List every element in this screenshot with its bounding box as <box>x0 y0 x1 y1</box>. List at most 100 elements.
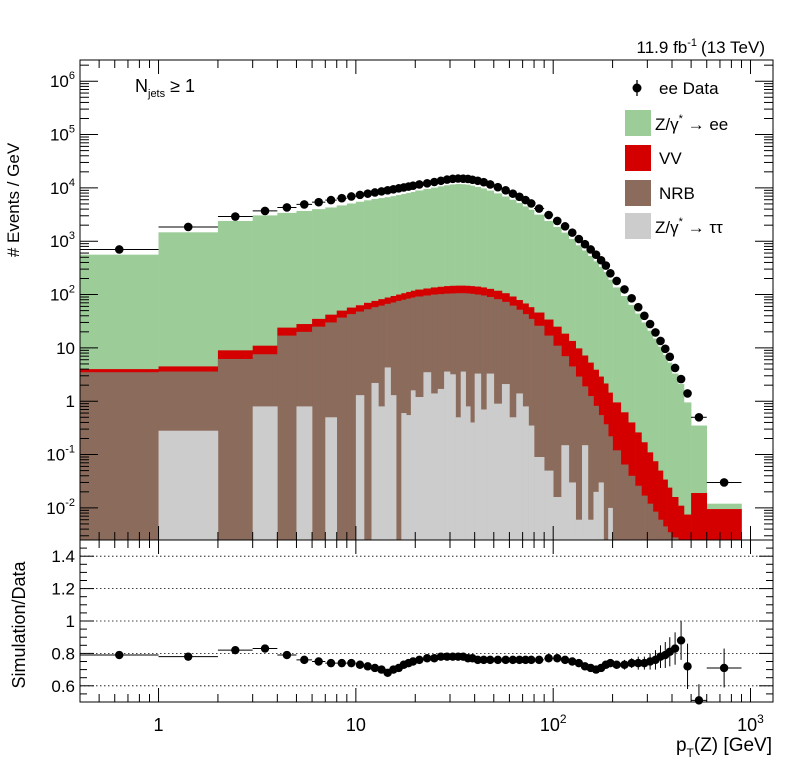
data-marker <box>656 336 665 346</box>
hist-bar <box>641 442 648 540</box>
hist-bar <box>516 393 523 540</box>
ratio-point <box>676 621 686 660</box>
ratio-marker <box>300 655 309 665</box>
ratio-marker <box>515 655 524 665</box>
y-tick-label: 1 <box>66 392 75 411</box>
hist-bar <box>325 417 338 540</box>
ratio-point <box>346 658 356 668</box>
ratio-marker <box>115 650 124 660</box>
ratio-marker <box>231 645 240 655</box>
hist-bar <box>667 362 673 540</box>
hist-bar <box>608 507 613 540</box>
ratio-point <box>312 657 326 666</box>
hist-bar <box>430 393 439 540</box>
data-point <box>574 234 584 244</box>
ratio-point <box>544 654 554 663</box>
ratio-tick-label: 0.8 <box>51 644 75 663</box>
hist-bar <box>568 482 576 540</box>
hist-bar <box>582 445 589 540</box>
hist-bar <box>423 372 432 540</box>
hist-bar <box>158 430 219 540</box>
hist-bar <box>296 406 313 540</box>
y-tick-label: 105 <box>50 124 75 145</box>
hist-bar <box>465 406 471 540</box>
hist-bar <box>561 445 570 540</box>
hist-bar <box>384 367 391 540</box>
hist-bar <box>410 390 416 540</box>
hist-bar <box>528 425 535 540</box>
data-marker <box>660 344 670 354</box>
data-marker <box>299 200 309 209</box>
ratio-marker <box>282 650 292 660</box>
hist-bar <box>553 497 562 540</box>
ratio-axes: 1 10 102 103 0.6 0.8 1 1.2 1.4 <box>51 540 773 735</box>
data-point <box>633 302 643 312</box>
data-marker <box>493 182 503 192</box>
hist-bar <box>493 403 503 540</box>
hist-bar <box>652 461 659 540</box>
hist-bar <box>593 491 599 540</box>
hist-bar <box>635 485 642 540</box>
hist-bar <box>415 397 424 540</box>
hist-bar <box>658 519 664 540</box>
legend: ee Data Z/γ* → ee VV NRB Z/γ* → ττ <box>625 79 728 239</box>
ratio-marker <box>508 655 518 665</box>
ratio-point <box>683 643 692 690</box>
data-point <box>645 319 655 329</box>
ratio-marker <box>612 660 621 669</box>
hist-bar <box>470 293 475 540</box>
data-point <box>665 352 675 362</box>
hist-bar <box>647 330 654 540</box>
hist-bar <box>635 313 642 540</box>
ratio-point <box>706 648 742 688</box>
data-point <box>493 182 503 192</box>
ratio-marker <box>670 644 680 653</box>
hist-bar <box>501 384 510 540</box>
lumi-label: 11.9 fb-1 (13 TeV) <box>637 37 765 57</box>
hist-bar <box>587 519 594 540</box>
hist-bar <box>683 402 692 540</box>
data-marker <box>415 180 424 189</box>
data-point <box>683 389 692 398</box>
hist-bar <box>396 300 402 540</box>
hist-bar <box>667 532 673 540</box>
data-point <box>415 180 424 189</box>
ratio-point <box>370 663 380 673</box>
y-tick-label: 106 <box>50 70 75 91</box>
hist-bar <box>553 345 562 540</box>
data-point <box>601 261 611 270</box>
data-marker <box>347 192 356 201</box>
data-marker <box>479 177 489 187</box>
data-marker <box>363 189 373 198</box>
data-point <box>430 177 439 187</box>
hist-bar <box>647 503 654 540</box>
hist-bar <box>652 338 659 540</box>
ratio-marker <box>719 663 729 673</box>
hist-bar <box>534 325 545 540</box>
ratio-marker <box>676 636 686 645</box>
data-marker <box>231 212 240 221</box>
data-point <box>706 478 742 487</box>
hist-bar <box>312 326 326 540</box>
stacked-histograms <box>80 184 742 541</box>
data-point <box>346 192 356 201</box>
data-point <box>580 239 590 249</box>
hist-bar <box>608 436 613 540</box>
ratio-point <box>408 657 418 666</box>
y-axis-title-ratio: Simulation/Data <box>9 560 29 688</box>
data-point <box>640 311 649 321</box>
ratio-marker <box>620 660 629 669</box>
hist-bar <box>444 371 451 540</box>
ratio-marker <box>527 655 536 665</box>
ratio-point <box>355 660 365 669</box>
data-marker <box>526 199 536 208</box>
x-tick-label: 103 <box>737 712 764 735</box>
data-marker <box>485 180 495 189</box>
data-point <box>560 222 570 231</box>
data-point <box>80 245 159 254</box>
data-point <box>312 197 326 207</box>
data-points <box>80 174 742 487</box>
data-marker <box>719 478 729 487</box>
ratio-marker <box>501 655 510 665</box>
hist-bar <box>486 373 495 540</box>
